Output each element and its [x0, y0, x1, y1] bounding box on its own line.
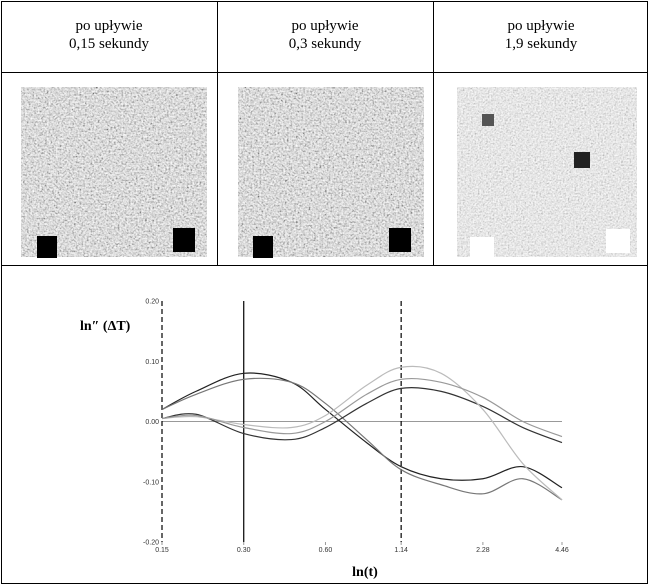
- header-cell: po upływie 0,15 sekundy po upływie 0,3 s…: [69, 18, 578, 52]
- x-axis-label: ln(t): [352, 565, 378, 580]
- header-text: po upływie: [75, 18, 142, 34]
- x-tick-label: 2.28: [476, 547, 490, 554]
- header-text: po upływie: [291, 18, 358, 34]
- series-line: [161, 372, 563, 489]
- x-tick-label: 0.30: [237, 547, 251, 554]
- header-text: po upływie: [507, 18, 574, 34]
- x-tick-label: 0.15: [155, 547, 169, 554]
- thermogram: [457, 87, 637, 259]
- series-line: [161, 386, 563, 444]
- y-tick-label: 0.20: [145, 299, 159, 306]
- header-text: 0,3 sekundy: [289, 36, 362, 52]
- series-line: [161, 377, 563, 438]
- y-tick-label: 0.10: [145, 359, 159, 366]
- series-line: [161, 377, 563, 501]
- y-tick-label: -0.20: [143, 540, 159, 547]
- series-line: [161, 365, 563, 501]
- header-text: 1,9 sekundy: [505, 36, 578, 52]
- header-text: 0,15 sekundy: [69, 36, 149, 52]
- y-tick-label: -0.10: [143, 479, 159, 486]
- thermogram: [21, 87, 207, 258]
- x-tick-label: 4.46: [555, 547, 569, 554]
- thermogram: [238, 87, 424, 258]
- y-tick-label: 0.00: [145, 419, 159, 426]
- y-axis-label: ln″ (ΔT): [80, 319, 131, 334]
- x-tick-label: 1.14: [394, 547, 408, 554]
- x-tick-label: 0.60: [319, 547, 333, 554]
